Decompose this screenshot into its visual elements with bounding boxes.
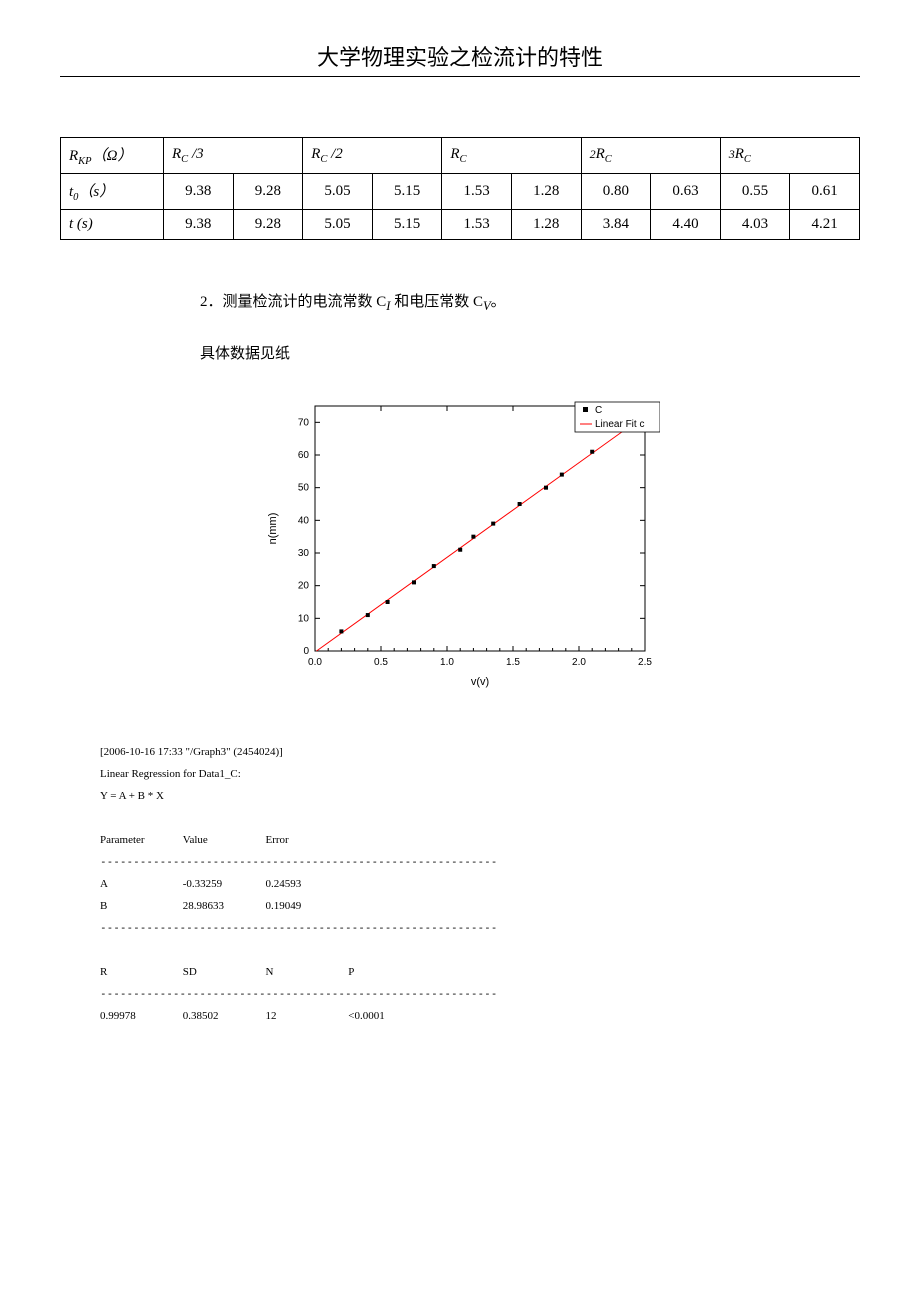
table-row-t: t (s) 9.38 9.28 5.05 5.15 1.53 1.28 3.84…	[61, 210, 860, 240]
svg-text:70: 70	[298, 417, 310, 428]
table-cell: 9.28	[233, 174, 303, 210]
table-cell: 1.28	[511, 174, 581, 210]
section-2-note: 具体数据见纸	[200, 342, 860, 363]
table-cell: 4.03	[720, 210, 790, 240]
svg-text:v(v): v(v)	[471, 676, 489, 688]
reg-header: [2006-10-16 17:33 "/Graph3" (2454024)]	[100, 741, 860, 763]
table-cell: 3.84	[581, 210, 651, 240]
reg-eqn: Y = A + B * X	[100, 785, 860, 807]
cell-rkp-label: RKP（Ω）	[61, 138, 164, 174]
reg-row-a: A -0.33259 0.24593	[100, 873, 860, 895]
linear-fit-chart: 0.0 0.5 1.0 1.5 2.0 2.5 0 10 20 30 40 50 60 70 v(v) n(m…	[260, 391, 660, 691]
svg-text:2.0: 2.0	[572, 657, 586, 668]
svg-text:n(mm): n(mm)	[267, 513, 279, 545]
reg-divider: ----------------------------------------…	[100, 983, 860, 1005]
svg-text:40: 40	[298, 515, 310, 526]
reg-stats-header: R SD N P	[100, 961, 860, 983]
svg-text:Linear Fit c: Linear Fit c	[595, 419, 644, 430]
table-cell: 9.28	[233, 210, 303, 240]
reg-divider: ----------------------------------------…	[100, 851, 860, 873]
svg-text:50: 50	[298, 483, 310, 494]
regression-output: [2006-10-16 17:33 "/Graph3" (2454024)] L…	[100, 741, 860, 1027]
cell-3rc: 3RC	[720, 138, 859, 174]
page-title: 大学物理实验之检流计的特性	[60, 40, 860, 72]
table-cell: 1.53	[442, 174, 512, 210]
table-cell: 9.38	[164, 174, 234, 210]
svg-text:1.0: 1.0	[440, 657, 454, 668]
table-cell: 9.38	[164, 210, 234, 240]
table-cell: 5.05	[303, 174, 373, 210]
table-cell: 0.61	[790, 174, 860, 210]
reg-desc: Linear Regression for Data1_C:	[100, 763, 860, 785]
svg-text:10: 10	[298, 613, 310, 624]
cell-2rc: 2RC	[581, 138, 720, 174]
table-cell: 5.15	[372, 174, 442, 210]
table-cell: 5.15	[372, 210, 442, 240]
svg-text:0.0: 0.0	[308, 657, 322, 668]
svg-text:2.5: 2.5	[638, 657, 652, 668]
table-cell: 1.53	[442, 210, 512, 240]
table-cell: 5.05	[303, 210, 373, 240]
svg-text:C: C	[595, 405, 602, 416]
table-row-header: RKP（Ω） RC /3 RC /2 RC 2RC 3RC	[61, 138, 860, 174]
svg-text:0: 0	[303, 646, 309, 657]
title-underline	[60, 76, 860, 77]
svg-text:20: 20	[298, 581, 310, 592]
table-cell: 4.21	[790, 210, 860, 240]
reg-param-header: Parameter Value Error	[100, 829, 860, 851]
section-2-heading: 2．测量检流计的电流常数 CI 和电压常数 CV。	[200, 290, 860, 314]
table-cell: 4.40	[651, 210, 721, 240]
table-cell: 0.63	[651, 174, 721, 210]
svg-text:0.5: 0.5	[374, 657, 388, 668]
cell-rc2: RC /2	[303, 138, 442, 174]
svg-text:60: 60	[298, 450, 310, 461]
table-cell: 0.55	[720, 174, 790, 210]
svg-text:30: 30	[298, 548, 310, 559]
table-cell: 0.80	[581, 174, 651, 210]
reg-row-b: B 28.98633 0.19049	[100, 895, 860, 917]
svg-text:1.5: 1.5	[506, 657, 520, 668]
cell-rc: RC	[442, 138, 581, 174]
table-row-t0: t0（s） 9.38 9.28 5.05 5.15 1.53 1.28 0.80…	[61, 174, 860, 210]
cell-rc3: RC /3	[164, 138, 303, 174]
cell-t-label: t (s)	[61, 210, 164, 240]
cell-t0-label: t0（s）	[61, 174, 164, 210]
reg-divider: ----------------------------------------…	[100, 917, 860, 939]
table-cell: 1.28	[511, 210, 581, 240]
reg-stats-row: 0.99978 0.38502 12 <0.0001	[100, 1005, 860, 1027]
measurement-table: RKP（Ω） RC /3 RC /2 RC 2RC 3RC t0（s） 9.38…	[60, 137, 860, 240]
